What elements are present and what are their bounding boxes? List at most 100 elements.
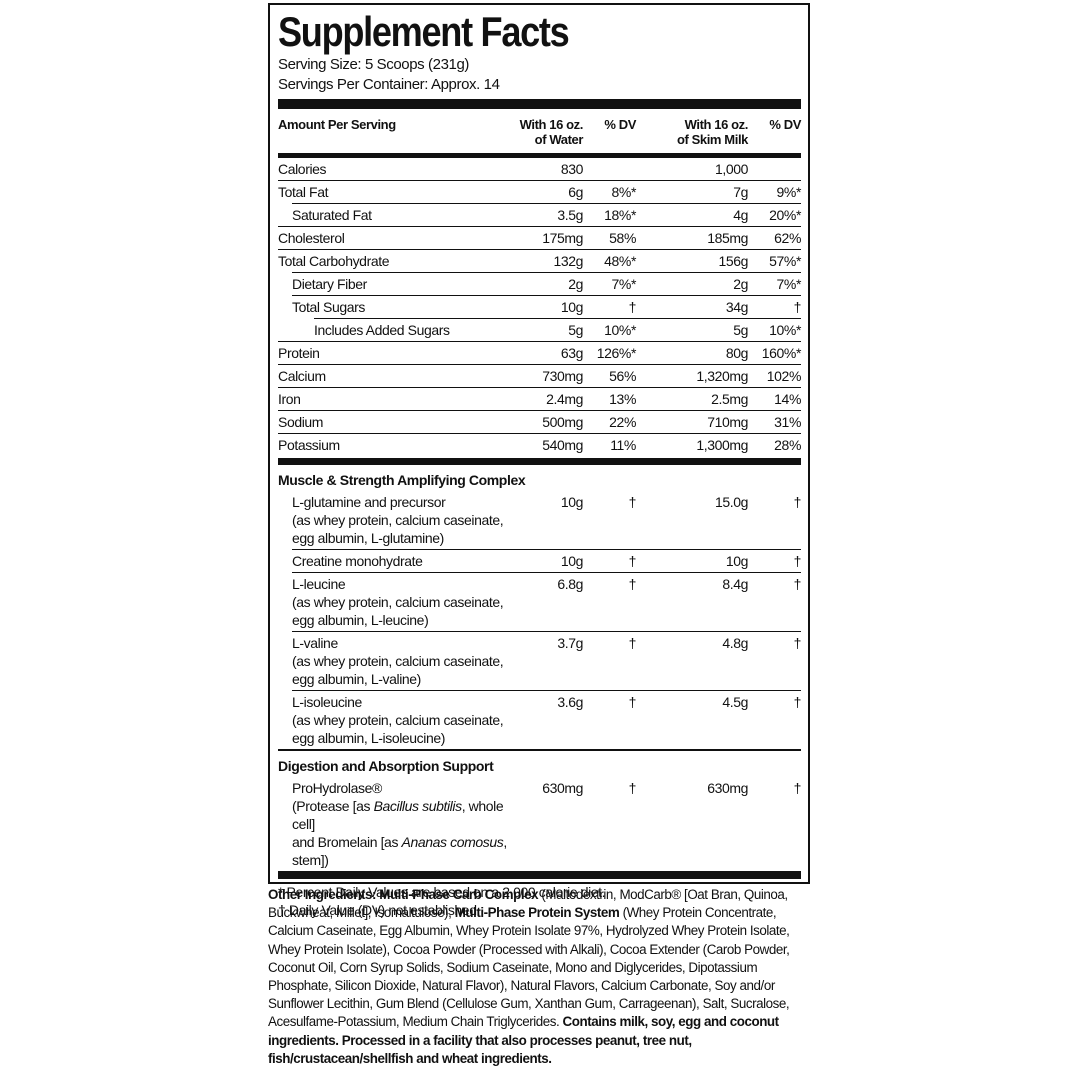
- header-water: With 16 oz. of Water: [513, 117, 584, 147]
- cell-milk-dv: 10%*: [769, 322, 801, 338]
- name-segment: , stem]): [292, 834, 507, 868]
- ingredients-segment: (Maltodextrin, ModCarb® [Oat Bran, Quino…: [268, 887, 788, 921]
- cell-milk-dv: †: [793, 694, 802, 710]
- footnote: * Percent Daily Values are based on a 2,…: [278, 884, 606, 900]
- nutrient-row: Iron 2.4mg 13% 2.5mg 14%: [278, 387, 801, 410]
- medium-rule: [278, 153, 801, 158]
- cell-water-dv: 8%*: [611, 184, 637, 200]
- ingredient-name: L-glutamine and precursor (as whey protei…: [292, 493, 513, 547]
- cell-water-dv: 10%*: [604, 322, 636, 338]
- name-line: Creatine monohydrate: [292, 553, 423, 569]
- cell-milk: 710mg: [707, 414, 748, 430]
- nutrient-name: Total Carbohydrate: [278, 253, 390, 269]
- cell-milk-dv: †: [793, 299, 802, 315]
- cell-water: 175mg: [542, 230, 583, 246]
- cell-water: 6g: [568, 184, 583, 200]
- cell-milk: 10g: [725, 553, 749, 569]
- ingredient-name: L-isoleucine (as whey protein, calcium ca…: [292, 693, 513, 747]
- cell-water: 6.8g: [557, 576, 583, 592]
- nutrient-row: Calories 830 1,000: [278, 158, 801, 180]
- cell-water: 3.6g: [557, 694, 583, 710]
- supplement-facts-panel: Supplement Facts Serving Size: 5 Scoops …: [268, 3, 810, 918]
- ingredients-segment: Other Ingredients: Multi-Phase Carb Comp…: [268, 887, 539, 902]
- ingredient-row: Creatine monohydrate 10g † 10g †: [292, 549, 801, 572]
- footnotes: * Percent Daily Values are based on a 2,…: [278, 879, 801, 919]
- cell-milk: 1,300mg: [696, 437, 748, 453]
- cell-milk: 4g: [733, 207, 748, 223]
- cell-milk: 4.8g: [722, 635, 748, 651]
- nutrient-name: Potassium: [278, 437, 340, 453]
- cell-water: 3.7g: [557, 635, 583, 651]
- name-line: egg albumin, L-leucine): [292, 612, 429, 628]
- ingredients-segment: Contains milk, soy, egg and coconut ingr…: [268, 1014, 779, 1066]
- name-line: (as whey protein, calcium caseinate,: [292, 594, 504, 610]
- name-segment: Bacillus subtilis: [373, 798, 463, 814]
- name-line: L-valine: [292, 635, 338, 651]
- nutrient-row: Includes Added Sugars 5g 10%* 5g 10%*: [314, 318, 801, 341]
- header-line: of Water: [534, 132, 584, 147]
- cell-water-dv: 48%*: [604, 253, 636, 269]
- cell-water-dv: 56%: [609, 368, 636, 384]
- section-title: Muscle & Strength Amplifying Complex: [278, 472, 526, 488]
- cell-water: 730mg: [542, 368, 583, 384]
- cell-milk-dv: †: [793, 780, 802, 796]
- panel-title: Supplement Facts: [278, 8, 570, 55]
- cell-water: 830: [560, 161, 584, 177]
- cell-water: 5g: [568, 322, 583, 338]
- cell-milk: 15.0g: [714, 494, 748, 510]
- cell-milk-dv: 160%*: [761, 345, 802, 361]
- serving-size: Serving Size: 5 Scoops (231g): [278, 56, 470, 73]
- cell-milk-dv: 31%: [774, 414, 801, 430]
- cell-milk-dv: †: [793, 635, 802, 651]
- cell-water-dv: 126%*: [596, 345, 637, 361]
- cell-water-dv: 58%: [609, 230, 636, 246]
- cell-milk: 7g: [733, 184, 748, 200]
- name-line: egg albumin, L-valine): [292, 671, 421, 687]
- ingredient-row: L-leucine (as whey protein, calcium casei…: [292, 572, 801, 631]
- cell-milk: 630mg: [707, 780, 748, 796]
- cell-water-dv: †: [628, 494, 637, 510]
- cell-water: 540mg: [542, 437, 583, 453]
- cell-water: 2g: [568, 276, 583, 292]
- nutrient-name: Saturated Fat: [292, 207, 372, 223]
- nutrient-row: Total Sugars 10g † 34g †: [292, 295, 801, 318]
- name-line: ProHydrolase®: [292, 780, 382, 796]
- name-segment: (Protease [as: [292, 798, 374, 814]
- cell-water: 2.4mg: [546, 391, 583, 407]
- ingredient-name: L-leucine (as whey protein, calcium casei…: [292, 575, 513, 629]
- servings-per-container: Servings Per Container: Approx. 14: [278, 76, 500, 93]
- cell-milk: 5g: [733, 322, 748, 338]
- nutrient-row: Cholesterol 175mg 58% 185mg 62%: [278, 226, 801, 249]
- cell-water: 10g: [560, 494, 584, 510]
- name-line: L-glutamine and precursor: [292, 494, 446, 510]
- ingredient-row: ProHydrolase® (Protease [as Bacillus subt…: [292, 777, 801, 871]
- cell-milk-dv: 20%*: [769, 207, 801, 223]
- nutrient-rows: Calories 830 1,000 Total Fat 6g 8%* 7g 9%* Satur…: [278, 158, 801, 456]
- nutrient-row: Total Fat 6g 8%* 7g 9%*: [278, 180, 801, 203]
- name-line: L-leucine: [292, 576, 346, 592]
- cell-water-dv: 18%*: [604, 207, 636, 223]
- cell-milk: 2.5mg: [711, 391, 748, 407]
- cell-milk-dv: [748, 158, 801, 180]
- ingredient-row: L-isoleucine (as whey protein, calcium ca…: [292, 690, 801, 749]
- nutrient-name: Calcium: [278, 368, 326, 384]
- ingredient-name: ProHydrolase® (Protease [as Bacillus subt…: [292, 779, 513, 869]
- name-segment: and Bromelain [as: [292, 834, 402, 850]
- nutrient-row: Potassium 540mg 11% 1,300mg 28%: [278, 433, 801, 456]
- cell-water-dv: [583, 158, 636, 180]
- section-title: Digestion and Absorption Support: [278, 758, 494, 774]
- cell-milk: 4.5g: [722, 694, 748, 710]
- nutrient-row: Protein 63g 126%* 80g 160%*: [278, 341, 801, 364]
- nutrient-row: Sodium 500mg 22% 710mg 31%: [278, 410, 801, 433]
- cell-milk-dv: †: [793, 576, 802, 592]
- thick-rule: [278, 458, 801, 465]
- column-header: Amount Per Serving With 16 oz. of Water %…: [278, 109, 801, 153]
- name-line: (as whey protein, calcium caseinate,: [292, 653, 504, 669]
- cell-water-dv: 11%: [610, 437, 636, 453]
- nutrient-name: Includes Added Sugars: [314, 322, 450, 338]
- nutrient-row: Total Carbohydrate 132g 48%* 156g 57%*: [278, 249, 801, 272]
- nutrient-name: Iron: [278, 391, 301, 407]
- cell-milk: 80g: [725, 345, 749, 361]
- cell-milk: 34g: [725, 299, 749, 315]
- cell-milk: 2g: [733, 276, 748, 292]
